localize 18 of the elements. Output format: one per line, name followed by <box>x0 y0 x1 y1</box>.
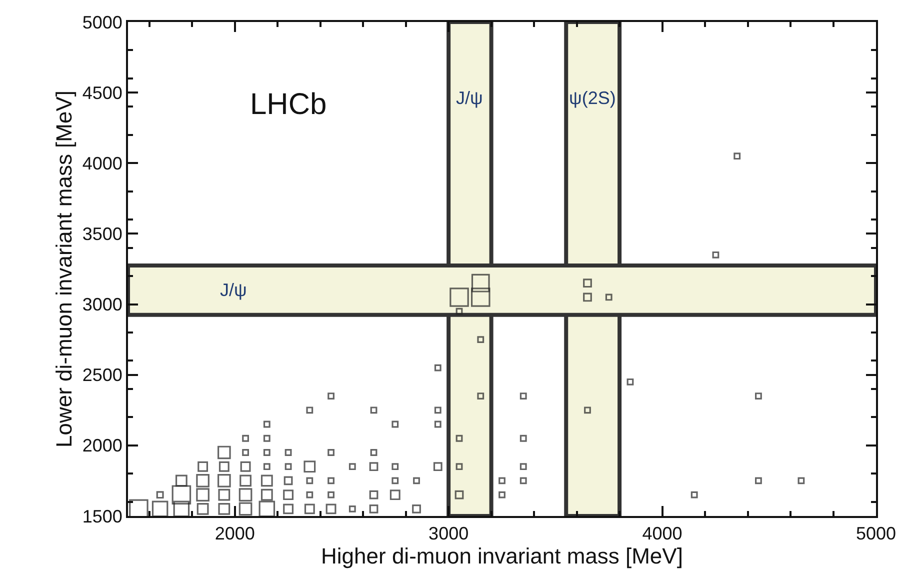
x-tick-label: 2000 <box>214 524 255 544</box>
y-tick-label: 3500 <box>82 224 122 244</box>
y-tick-label: 2500 <box>82 365 122 386</box>
x-tick-label: 4000 <box>642 524 682 544</box>
band-label: J/ψ <box>456 88 483 108</box>
x-axis-title: Higher di-muon invariant mass [MeV] <box>321 544 683 569</box>
y-tick-label: 4000 <box>82 153 122 174</box>
x-tick-label: 5000 <box>856 524 896 544</box>
y-tick-label: 2000 <box>82 436 122 456</box>
y-tick-label: 1500 <box>82 506 122 526</box>
y-tick-label: 3000 <box>82 294 122 315</box>
y-axis-title: Lower di-muon invariant mass [MeV] <box>52 90 77 448</box>
y-tick-label: 4500 <box>82 82 122 103</box>
x-tick-label: 3000 <box>428 524 469 544</box>
band-label: ψ(2S) <box>569 88 616 108</box>
y-tick-label: 5000 <box>82 12 122 32</box>
annotation: LHCb <box>250 88 327 121</box>
band-label: J/ψ <box>220 280 247 300</box>
